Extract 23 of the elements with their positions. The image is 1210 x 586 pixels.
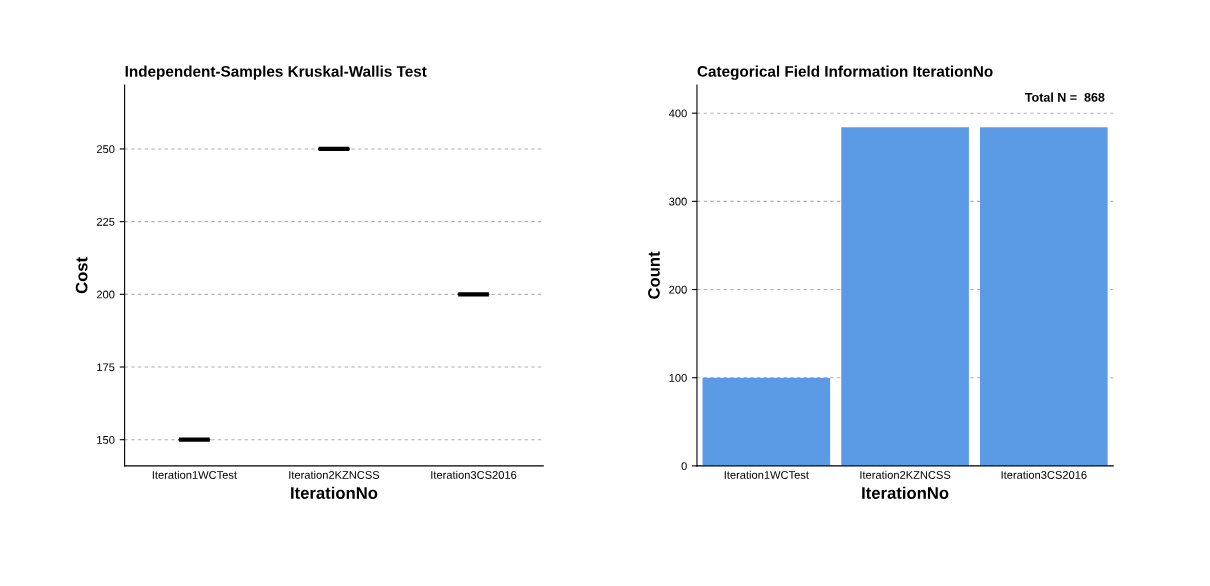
x-tick-label: Iteration3CS2016: [431, 470, 517, 479]
y-tick-label: 175: [97, 363, 115, 372]
y-tick-label: 0: [681, 462, 687, 471]
y-tick-label: 100: [669, 373, 687, 382]
x-tick-label: Iteration2KZNCSS: [289, 470, 380, 479]
y-tick-label: 225: [96, 217, 115, 226]
y-tick-label: 250: [96, 145, 115, 154]
chart-title: Categorical Field Information IterationNo: [697, 65, 993, 80]
y-tick-label: 150: [97, 435, 115, 444]
annotation: Total N = 868: [1025, 92, 1105, 102]
y-tick-label: 300: [669, 197, 687, 206]
y-tick-label: 200: [669, 285, 687, 294]
y-tick-label: 400: [668, 109, 687, 118]
x-axis-title: IterationNo: [862, 486, 949, 499]
x-tick-label: Iteration1WCTest: [152, 470, 237, 479]
x-tick-label: Iteration1WCTest: [724, 470, 809, 479]
y-tick-label: 200: [96, 290, 115, 299]
x-axis-title: IterationNo: [291, 486, 378, 499]
x-tick-label: Iteration2KZNCSS: [860, 470, 951, 479]
chart-title: Independent-Samples Kruskal-Wallis Test: [125, 65, 427, 80]
y-axis-title: Count: [648, 251, 660, 299]
y-axis-title: Cost: [75, 257, 88, 294]
x-tick-label: Iteration3CS2016: [1001, 470, 1087, 479]
